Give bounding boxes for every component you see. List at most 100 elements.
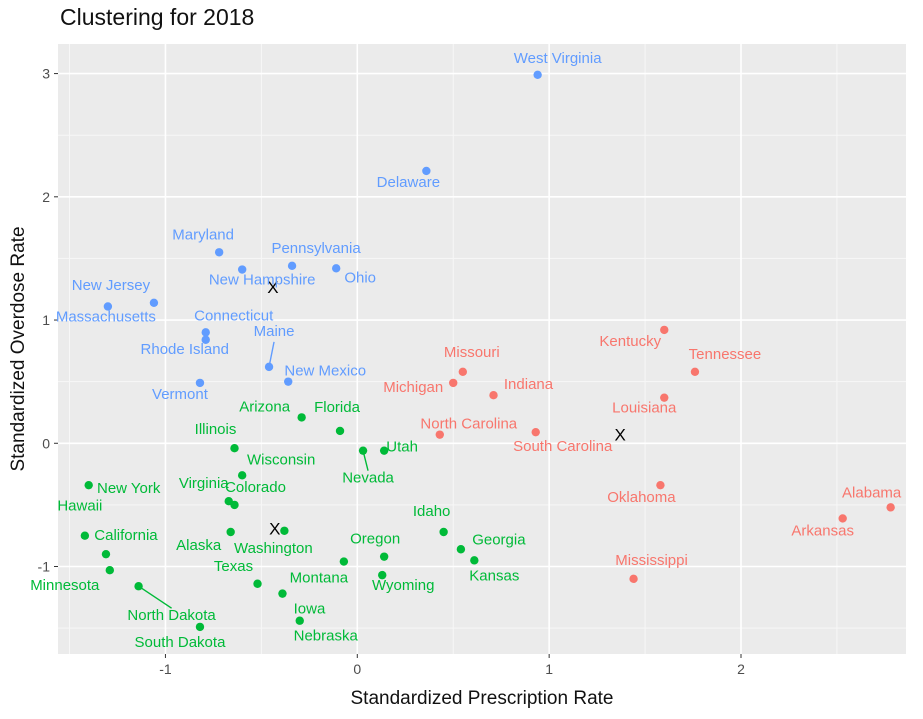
label-maryland: Maryland xyxy=(172,226,234,243)
point-illinois xyxy=(230,444,239,453)
x-tick-label: -1 xyxy=(159,661,172,677)
point-idaho xyxy=(439,527,448,537)
point-minnesota xyxy=(105,566,115,575)
label-arizona: Arizona xyxy=(239,398,291,415)
point-south-carolina xyxy=(531,427,540,437)
label-north-carolina: North Carolina xyxy=(420,416,517,433)
point-arkansas xyxy=(838,514,847,523)
y-tick-label: 2 xyxy=(42,189,50,205)
label-michigan: Michigan xyxy=(383,379,443,396)
label-minnesota: Minnesota xyxy=(30,577,100,594)
label-utah: Utah xyxy=(386,439,418,456)
point-oregon xyxy=(379,552,389,561)
label-south-dakota: South Dakota xyxy=(135,634,227,651)
y-tick-label: 3 xyxy=(42,66,50,82)
point-tennessee xyxy=(690,367,700,376)
label-oregon: Oregon xyxy=(350,531,400,548)
point-new-jersey xyxy=(149,298,159,307)
label-west-virginia: West Virginia xyxy=(514,50,602,67)
grid-major xyxy=(58,44,906,654)
label-alaska: Alaska xyxy=(176,537,222,554)
label-delaware: Delaware xyxy=(377,174,440,191)
point-nevada xyxy=(358,446,368,455)
y-tick-label: 1 xyxy=(42,312,50,328)
leader-maine xyxy=(268,341,275,368)
y-axis-title: Standardized Overdose Rate xyxy=(8,226,29,471)
point-georgia xyxy=(456,545,466,554)
label-pennsylvania: Pennsylvania xyxy=(271,240,361,257)
label-maine: Maine xyxy=(254,323,295,340)
point-arizona xyxy=(297,413,306,422)
label-california: California xyxy=(94,527,158,544)
label-vermont: Vermont xyxy=(152,386,209,403)
label-missouri: Missouri xyxy=(444,344,500,361)
label-virginia: Virginia xyxy=(179,475,229,492)
centroid-marker-1: X xyxy=(267,278,278,297)
label-rhode-island: Rhode Island xyxy=(141,341,229,358)
point-ohio xyxy=(331,264,341,273)
point-north-carolina xyxy=(435,430,444,439)
x-axis-title: Standardized Prescription Rate xyxy=(351,688,614,709)
axis-ticks: -1 0 1 2 -1 0 1 2 3 xyxy=(38,66,746,677)
point-connecticut xyxy=(201,328,210,337)
label-idaho: Idaho xyxy=(413,503,451,520)
x-tick-label: 2 xyxy=(737,661,745,677)
label-connecticut: Connecticut xyxy=(194,307,274,324)
label-georgia: Georgia xyxy=(472,531,526,548)
point-michigan xyxy=(449,378,458,388)
cluster-centroids: X X X xyxy=(267,278,626,539)
point-texas xyxy=(253,579,262,588)
label-mississippi: Mississippi xyxy=(615,552,688,569)
label-north-dakota: North Dakota xyxy=(127,607,216,624)
point-kansas xyxy=(470,556,479,565)
label-oklahoma: Oklahoma xyxy=(607,489,676,506)
point-oklahoma xyxy=(656,480,665,490)
label-tennessee: Tennessee xyxy=(689,346,762,363)
point-new-mexico xyxy=(284,377,293,386)
plot-panel xyxy=(58,44,906,654)
x-tick-label: 0 xyxy=(353,661,361,677)
label-louisiana: Louisiana xyxy=(612,400,677,417)
label-colorado: Colorado xyxy=(225,479,286,496)
label-wisconsin: Wisconsin xyxy=(247,451,315,468)
chart-title: Clustering for 2018 xyxy=(60,4,255,30)
point-california xyxy=(101,549,111,559)
label-ohio: Ohio xyxy=(344,269,376,286)
label-wyoming: Wyoming xyxy=(372,577,434,594)
label-montana: Montana xyxy=(290,570,349,587)
label-kansas: Kansas xyxy=(469,567,519,584)
centroid-marker-3: X xyxy=(269,519,280,538)
point-colorado xyxy=(230,500,239,510)
y-tick-label: -1 xyxy=(38,559,51,575)
centroid-marker-2: X xyxy=(614,426,625,445)
point-south-dakota xyxy=(195,622,205,632)
label-nebraska: Nebraska xyxy=(294,628,359,645)
point-north-dakota xyxy=(134,582,143,591)
y-tick-label: 0 xyxy=(42,435,50,451)
point-kentucky xyxy=(660,325,669,335)
point-pennsylvania xyxy=(287,261,297,271)
point-wisconsin xyxy=(237,471,247,480)
point-washington xyxy=(280,526,289,535)
point-mississippi xyxy=(629,574,638,584)
label-kentucky: Kentucky xyxy=(599,333,661,350)
label-iowa: Iowa xyxy=(294,601,326,618)
point-maryland xyxy=(214,248,224,257)
label-arkansas: Arkansas xyxy=(791,522,854,539)
label-new-york: New York xyxy=(97,480,161,497)
point-maine xyxy=(264,362,274,372)
point-hawaii xyxy=(80,531,90,540)
point-rhode-island xyxy=(201,335,210,344)
label-south-carolina: South Carolina xyxy=(513,438,613,455)
point-indiana xyxy=(489,391,498,400)
point-missouri xyxy=(458,367,468,376)
point-massachusetts xyxy=(103,302,113,311)
point-alabama xyxy=(886,503,895,512)
label-florida: Florida xyxy=(314,399,361,416)
point-florida xyxy=(335,426,345,436)
leader-north-dakota xyxy=(138,585,172,609)
label-alabama: Alabama xyxy=(842,484,902,501)
point-west-virginia xyxy=(533,70,542,80)
data-points xyxy=(80,70,895,632)
label-new-mexico: New Mexico xyxy=(284,363,366,380)
